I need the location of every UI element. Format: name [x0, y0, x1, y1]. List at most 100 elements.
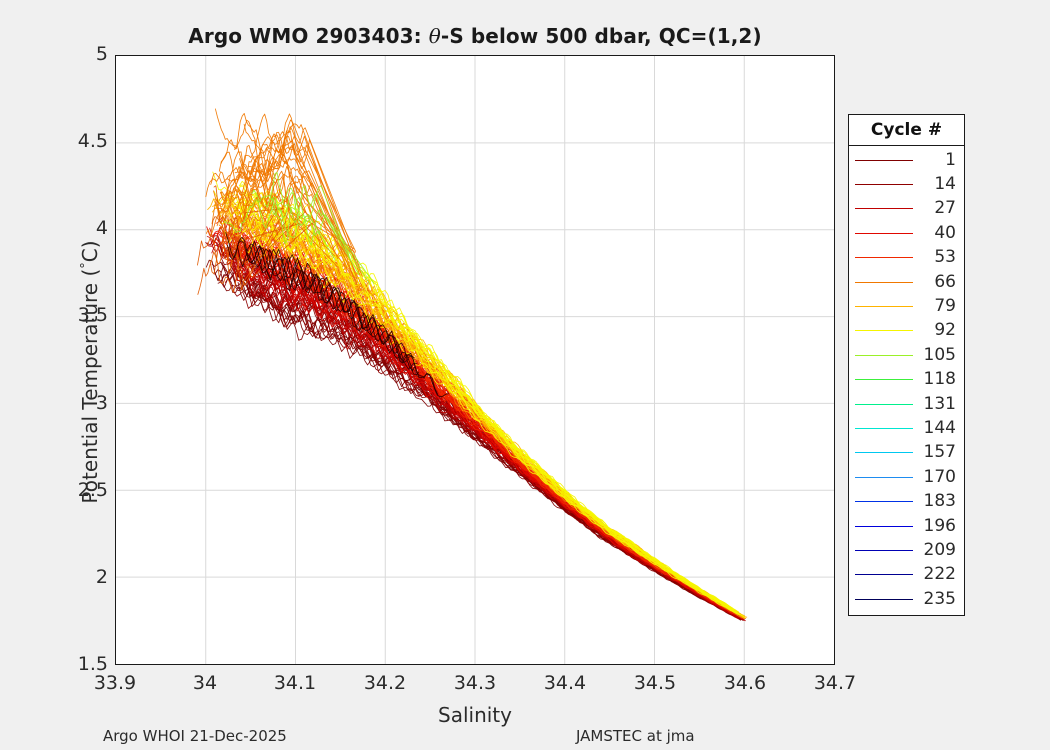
legend-color-swatch: [855, 306, 913, 308]
x-tick-label: 34.4: [543, 672, 587, 694]
legend-item[interactable]: 235: [849, 587, 964, 611]
profile-trace: [219, 219, 732, 612]
degree-icon: °: [78, 262, 94, 269]
x-tick-label: 34: [192, 672, 218, 694]
legend-item-label: 209: [923, 539, 956, 560]
legend-item-label: 157: [923, 442, 956, 463]
legend-item-label: 183: [923, 491, 956, 512]
legend-item-label: 222: [923, 564, 956, 585]
legend-item[interactable]: 40: [849, 221, 964, 245]
y-tick-label: 2: [95, 566, 108, 589]
x-tick-label: 34.1: [273, 672, 317, 694]
legend-color-swatch: [855, 549, 913, 551]
legend-item[interactable]: 131: [849, 392, 964, 416]
legend-color-swatch: [855, 184, 913, 186]
legend-color-swatch: [855, 525, 913, 527]
theta-s-plot: [116, 56, 834, 664]
legend-item[interactable]: 79: [849, 294, 964, 318]
theta-symbol: θ: [428, 24, 441, 48]
legend-item[interactable]: 66: [849, 270, 964, 294]
legend-item[interactable]: 53: [849, 246, 964, 270]
profile-trace: [233, 112, 349, 258]
chart-title-prefix: Argo WMO 2903403:: [188, 24, 429, 48]
legend-color-swatch: [855, 403, 913, 405]
profile-trace: [218, 218, 281, 286]
profile-trace: [236, 204, 738, 613]
profile-trace: [220, 119, 357, 252]
profile-trace: [225, 192, 738, 613]
profile-trace: [210, 136, 361, 276]
legend-item[interactable]: 118: [849, 368, 964, 392]
profile-trace: [223, 195, 744, 617]
profile-trace: [271, 192, 360, 275]
profile-trace: [251, 187, 375, 284]
profile-trace: [243, 156, 356, 253]
chart-title: Argo WMO 2903403: θ-S below 500 dbar, QC…: [115, 24, 835, 48]
legend-item-label: 40: [934, 222, 956, 243]
legend-item-label: 196: [923, 515, 956, 536]
legend-color-swatch: [855, 452, 913, 454]
legend-item[interactable]: 209: [849, 538, 964, 562]
profile-trace: [242, 221, 744, 617]
legend-color-swatch: [855, 257, 913, 259]
y-axis-title-post: C): [78, 240, 102, 263]
legend-item[interactable]: 157: [849, 441, 964, 465]
profile-trace: [214, 108, 357, 285]
legend-item-label: 118: [923, 369, 956, 390]
profile-trace: [205, 123, 358, 280]
legend-item[interactable]: 196: [849, 514, 964, 538]
profile-trace: [226, 133, 356, 261]
legend-item[interactable]: 92: [849, 319, 964, 343]
legend-item[interactable]: 183: [849, 489, 964, 513]
legend-item-label: 235: [923, 588, 956, 609]
legend-item-label: 14: [934, 174, 956, 195]
y-axis-title-pre: Potential Temperature (: [78, 268, 102, 504]
profile-trace: [221, 261, 734, 616]
profile-trace: [236, 170, 339, 268]
legend-color-swatch: [855, 232, 913, 234]
footer-right-text: JAMSTEC at jma: [576, 727, 695, 745]
legend-item[interactable]: 170: [849, 465, 964, 489]
y-tick-label: 1.5: [77, 653, 108, 676]
profile-trace: [197, 210, 306, 295]
legend-item-label: 1: [945, 149, 956, 170]
grid-lines: [116, 56, 834, 664]
x-tick-label: 33.9: [93, 672, 137, 694]
legend-item-label: 79: [934, 296, 956, 317]
legend-item[interactable]: 144: [849, 416, 964, 440]
legend-item[interactable]: 27: [849, 197, 964, 221]
profile-trace: [247, 113, 361, 269]
legend-items: 1 14 27 40 53 66 79 92 105 118 131 144 157 170 183 196 2…: [849, 146, 964, 615]
legend-color-swatch: [855, 598, 913, 600]
legend-item[interactable]: 105: [849, 343, 964, 367]
y-tick-label: 3.5: [77, 304, 108, 327]
x-tick-label: 34.3: [453, 672, 497, 694]
profile-trace: [211, 154, 358, 283]
y-tick-label: 4.5: [77, 130, 108, 153]
legend-item[interactable]: 222: [849, 563, 964, 587]
legend-color-swatch: [855, 501, 913, 503]
profile-traces: [197, 108, 748, 622]
legend-item[interactable]: 14: [849, 172, 964, 196]
legend-title: Cycle #: [849, 115, 964, 146]
legend-item-label: 105: [923, 344, 956, 365]
profile-trace: [244, 258, 731, 614]
legend-item-label: 53: [934, 247, 956, 268]
legend-item[interactable]: 1: [849, 148, 964, 172]
legend-color-swatch: [855, 379, 913, 381]
profile-trace: [223, 185, 352, 262]
y-axis-title: Potential Temperature (°C): [78, 67, 102, 677]
legend-item-label: 144: [923, 417, 956, 438]
x-tick-label: 34.2: [363, 672, 407, 694]
profile-trace: [235, 202, 748, 618]
legend-color-swatch: [855, 427, 913, 429]
legend-item-label: 27: [934, 198, 956, 219]
chart-title-suffix: -S below 500 dbar, QC=(1,2): [440, 24, 762, 48]
x-axis-title: Salinity: [438, 703, 512, 727]
profile-trace: [219, 167, 325, 247]
profile-trace: [270, 197, 336, 261]
legend-color-swatch: [855, 354, 913, 356]
profile-trace: [236, 199, 746, 619]
legend-color-swatch: [855, 159, 913, 161]
legend-color-swatch: [855, 476, 913, 478]
